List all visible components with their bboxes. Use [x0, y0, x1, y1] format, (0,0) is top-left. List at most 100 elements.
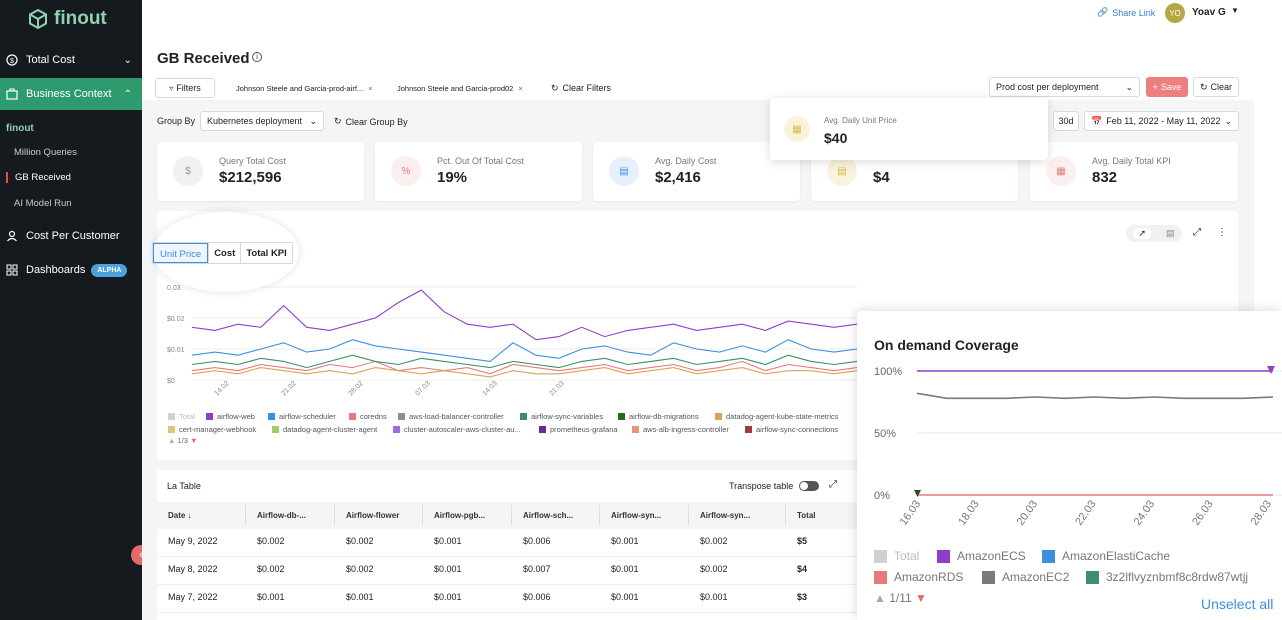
legend-item[interactable]: prometheus-grafana: [539, 425, 618, 434]
view-select[interactable]: Prod cost per deployment ⌄: [989, 77, 1140, 97]
x-tick-label: 26.03: [1190, 498, 1216, 527]
chart-icon: ▤: [827, 156, 857, 186]
legend-item[interactable]: airflow-db-migrations: [618, 412, 699, 421]
legend-item[interactable]: coredns: [349, 412, 387, 421]
table-cell: May 9, 2022: [168, 536, 218, 546]
info-icon[interactable]: i: [252, 52, 262, 62]
nav-total-cost[interactable]: $ Total Cost ⌄: [0, 44, 142, 76]
receipt-icon: ▦: [784, 116, 810, 142]
filters-button[interactable]: ▿ Filters: [155, 78, 215, 98]
clear-button[interactable]: ↻ Clear: [1193, 77, 1239, 97]
column-header[interactable]: Airflow-syn...: [611, 511, 662, 520]
y-tick-label: $0.02: [167, 316, 185, 323]
close-icon[interactable]: ×: [518, 83, 523, 93]
filter-chip[interactable]: Johnson Steele and Garcia-prod02 ×: [397, 83, 523, 93]
legend-item[interactable]: airflow-sync-variables: [520, 412, 603, 421]
legend-item[interactable]: Total: [874, 549, 919, 563]
reset-icon: ↻: [334, 116, 342, 126]
bar-chart-icon[interactable]: ▤: [1166, 228, 1175, 238]
unselect-all-link[interactable]: Unselect all: [1201, 596, 1274, 612]
range-30d-button[interactable]: 30d: [1053, 111, 1079, 131]
column-header[interactable]: Airflow-pgb...: [434, 511, 486, 520]
user-name[interactable]: Yoav G: [1192, 7, 1226, 18]
expand-icon[interactable]: ⤢: [1193, 227, 1201, 238]
x-tick-label: 14.02: [213, 380, 230, 397]
legend-item[interactable]: datadog-agent-kube-state-metrics: [715, 412, 839, 421]
close-icon[interactable]: ×: [368, 83, 373, 93]
clear-filters-button[interactable]: ↻ Clear Filters: [551, 82, 612, 94]
sub-item-gb-received[interactable]: GB Received: [6, 172, 71, 183]
expand-icon[interactable]: ⤢: [829, 479, 837, 490]
save-button[interactable]: + Save: [1146, 77, 1188, 97]
sub-item-million-queries[interactable]: Million Queries: [14, 147, 77, 158]
sub-item-ai-model-run[interactable]: AI Model Run: [14, 198, 72, 209]
nav-cost-per-customer[interactable]: Cost Per Customer: [0, 220, 142, 252]
group-by-select[interactable]: Kubernetes deployment ⌄: [200, 111, 324, 131]
nav-label: Dashboards: [26, 264, 86, 276]
legend-item[interactable]: aws-alb-ingress-controller: [632, 425, 729, 434]
percent-icon: %: [391, 156, 421, 186]
legend-item[interactable]: airflow-web: [206, 412, 255, 421]
legend-item[interactable]: cluster-autoscaler-aws-cluster-au...: [393, 425, 521, 434]
chevron-down-icon: ⌄: [1224, 115, 1232, 126]
legend-item[interactable]: AmazonElastiCache: [1042, 549, 1170, 563]
x-tick-label: 14.03: [481, 380, 498, 397]
chart-type-toggle[interactable]: ➚ ▤: [1126, 225, 1182, 242]
column-header[interactable]: Airflow-syn...: [700, 511, 751, 520]
column-header[interactable]: Airflow-db-...: [257, 511, 306, 520]
legend-item[interactable]: airflow-scheduler: [268, 412, 336, 421]
more-icon[interactable]: ⋮: [1217, 227, 1227, 238]
legend-item[interactable]: Total: [168, 412, 195, 421]
legend-swatch: [1086, 570, 1099, 584]
legend-item[interactable]: datadog-agent-cluster-agent: [272, 425, 377, 434]
legend-swatch: [168, 413, 175, 420]
date-range-picker[interactable]: 📅 Feb 11, 2022 - May 11, 2022 ⌄: [1084, 111, 1239, 131]
legend-swatch: [398, 413, 405, 420]
column-header[interactable]: Airflow-flower: [346, 511, 400, 520]
column-divider: [688, 505, 689, 525]
column-header[interactable]: Airflow-sch...: [523, 511, 574, 520]
legend-swatch: [874, 570, 887, 584]
legend-item[interactable]: AmazonRDS: [874, 570, 963, 584]
column-header[interactable]: Date ↓: [168, 511, 192, 520]
tab-total-kpi[interactable]: Total KPI: [240, 243, 291, 263]
calendar-icon: 📅: [1091, 115, 1103, 126]
legend-swatch: [206, 413, 213, 420]
table-cell: $4: [797, 564, 808, 574]
column-header[interactable]: Total: [797, 511, 816, 520]
legend-item[interactable]: aws-load-balancer-controller: [398, 412, 504, 421]
legend-item[interactable]: AmazonEC2: [982, 570, 1069, 584]
y-tick-label: 0.03: [167, 285, 181, 292]
legend-swatch: [349, 413, 356, 420]
filter-chip[interactable]: Johnson Steele and Garcia-prod-airf... ×: [236, 83, 373, 93]
finout-logo[interactable]: finout: [28, 8, 107, 30]
nav-label: Business Context: [26, 88, 112, 100]
nav-business-context[interactable]: Business Context ⌃: [0, 78, 142, 110]
clear-group-by-button[interactable]: ↻ Clear Group By: [334, 116, 408, 127]
avatar[interactable]: YO: [1165, 3, 1185, 23]
coverage-pager[interactable]: ▲ 1/11 ▼: [874, 591, 927, 605]
row-divider: [157, 556, 857, 557]
legend-item[interactable]: airflow-sync-connections: [745, 425, 838, 434]
legend-item[interactable]: cert-manager-webhook: [168, 425, 256, 434]
legend-pager[interactable]: ▲ 1/3 ▼: [168, 436, 198, 445]
table-cell: $0.001: [434, 536, 462, 546]
tab-cost[interactable]: Cost: [208, 243, 240, 263]
legend-swatch: [539, 426, 546, 433]
table-cell: $0.001: [346, 592, 374, 602]
series-line: [916, 392, 1274, 400]
nav-dashboards[interactable]: Dashboards ALPHA: [0, 254, 142, 286]
share-link[interactable]: 🔗 Share Link: [1097, 7, 1156, 18]
legend-item[interactable]: 3z2lflvyznbmf8c8rdw87wtjj: [1086, 570, 1248, 584]
tab-unit-price[interactable]: Unit Price: [153, 243, 209, 263]
transpose-toggle[interactable]: [799, 481, 819, 491]
line-chart-icon[interactable]: ➚: [1133, 228, 1152, 239]
series-marker: [914, 490, 921, 497]
legend-swatch: [632, 426, 639, 433]
legend-item[interactable]: AmazonECS: [937, 549, 1026, 563]
table-cell: $0.001: [700, 592, 728, 602]
caret-down-icon[interactable]: ▼: [1231, 6, 1239, 15]
coverage-chart: 100% 50% 0% 16.03 18.03 20.03 22.03 24.03 26.03 2…: [874, 366, 1282, 528]
nav-label: Cost Per Customer: [26, 230, 120, 242]
x-tick-label: 07.03: [414, 380, 431, 397]
